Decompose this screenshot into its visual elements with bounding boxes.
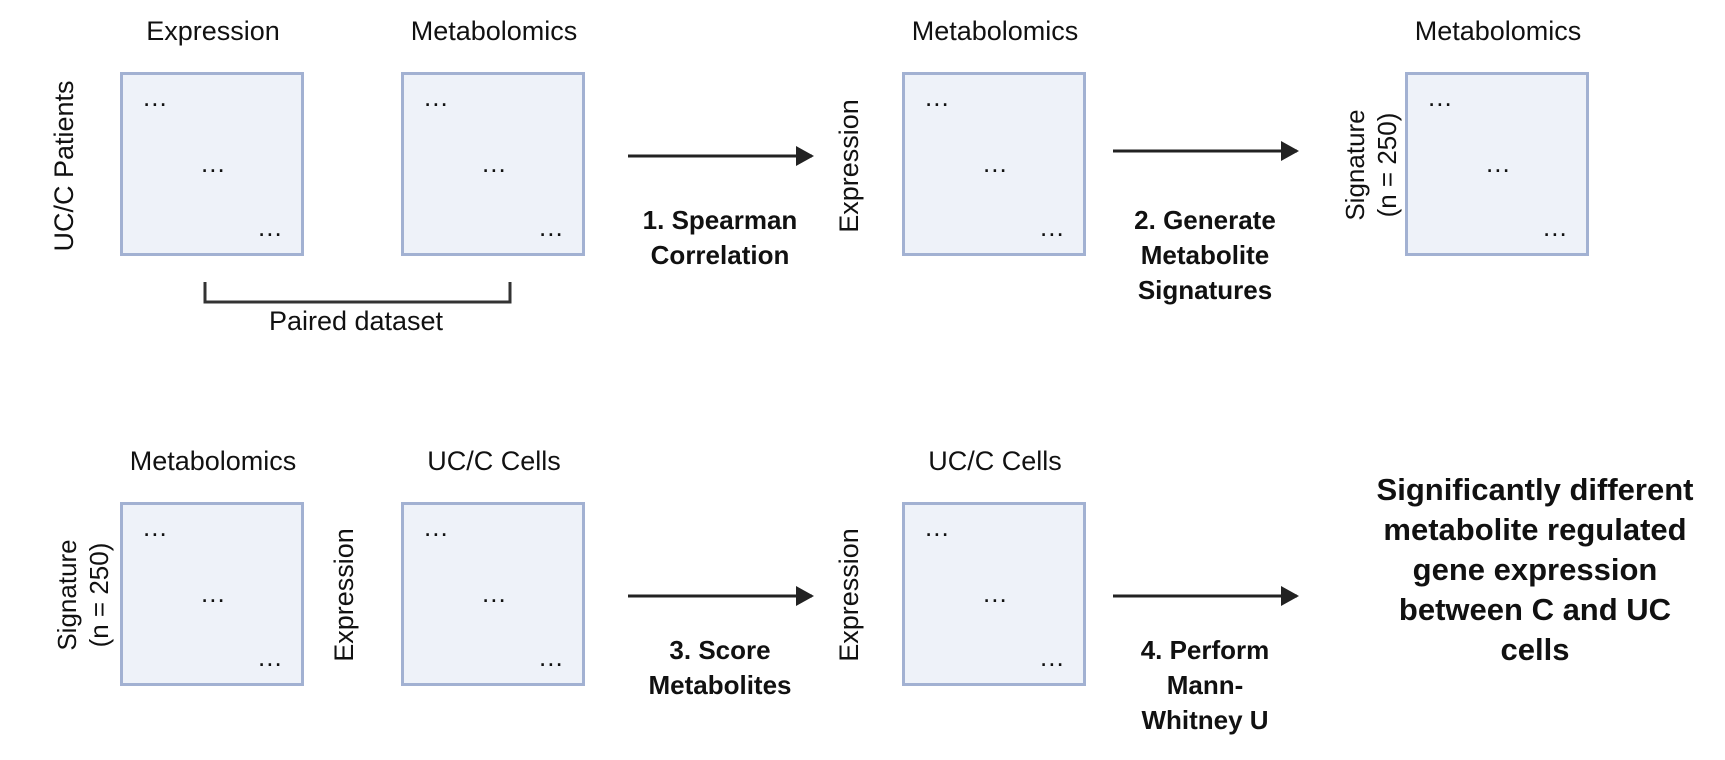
matrix-dots: ... — [1486, 148, 1511, 178]
score-matrix: ... ... ... — [902, 502, 1086, 686]
matrix-dots: ... — [1543, 212, 1568, 242]
expression-title: Expression — [146, 16, 280, 46]
matrix-dots: ... — [1428, 82, 1453, 112]
matrix-dots: ... — [925, 82, 950, 112]
matrix-dots: ... — [143, 512, 168, 542]
signature-title: Metabolomics — [1414, 16, 1582, 46]
signature-matrix: ... ... ... — [1405, 72, 1589, 256]
step1-label: 1. Spearman Correlation — [642, 205, 798, 270]
matrix-dots: ... — [539, 212, 564, 242]
matrix-dots: ... — [201, 578, 226, 608]
paired-dataset-label: Paired dataset — [268, 306, 444, 336]
matrix-dots: ... — [1040, 212, 1065, 242]
matrix-dots: ... — [258, 212, 283, 242]
row2-expression-label: Expression — [329, 528, 359, 662]
matrix-dots: ... — [143, 82, 168, 112]
signature-row-label: Signature (n = 250) — [1340, 109, 1402, 221]
matrix-dots: ... — [482, 148, 507, 178]
correlation-title: Metabolomics — [911, 16, 1079, 46]
step3-label: 3. Score Metabolites — [648, 635, 792, 700]
step2-label: 2. Generate Metabolite Signatures — [1134, 205, 1276, 305]
step4-label: 4. Perform Mann-Whitney U — [1140, 635, 1270, 735]
patients-label: UC/C Patients — [49, 80, 79, 252]
matrix-dots: ... — [1040, 642, 1065, 672]
correlation-row-label: Expression — [834, 99, 864, 233]
row2-metabolomics-title: Metabolomics — [129, 446, 297, 476]
matrix-dots: ... — [424, 82, 449, 112]
metabolomics-title: Metabolomics — [410, 16, 578, 46]
result-text: Significantly different metabolite regul… — [1376, 472, 1694, 667]
metabolomics-matrix: ... ... ... — [401, 72, 585, 256]
matrix-dots: ... — [983, 148, 1008, 178]
matrix-dots: ... — [258, 642, 283, 672]
row2-signature-matrix: ... ... ... — [120, 502, 304, 686]
matrix-dots: ... — [925, 512, 950, 542]
row2-cells-matrix: ... ... ... — [401, 502, 585, 686]
row2-signature-label: Signature (n = 250) — [52, 539, 114, 651]
matrix-dots: ... — [539, 642, 564, 672]
paired-bracket — [203, 282, 512, 304]
score-title: UC/C Cells — [928, 446, 1062, 476]
expression-matrix: ... ... ... — [120, 72, 304, 256]
matrix-dots: ... — [482, 578, 507, 608]
matrix-dots: ... — [201, 148, 226, 178]
correlation-matrix: ... ... ... — [902, 72, 1086, 256]
matrix-dots: ... — [424, 512, 449, 542]
matrix-dots: ... — [983, 578, 1008, 608]
row2-cells-title: UC/C Cells — [427, 446, 561, 476]
score-row-label: Expression — [834, 528, 864, 662]
